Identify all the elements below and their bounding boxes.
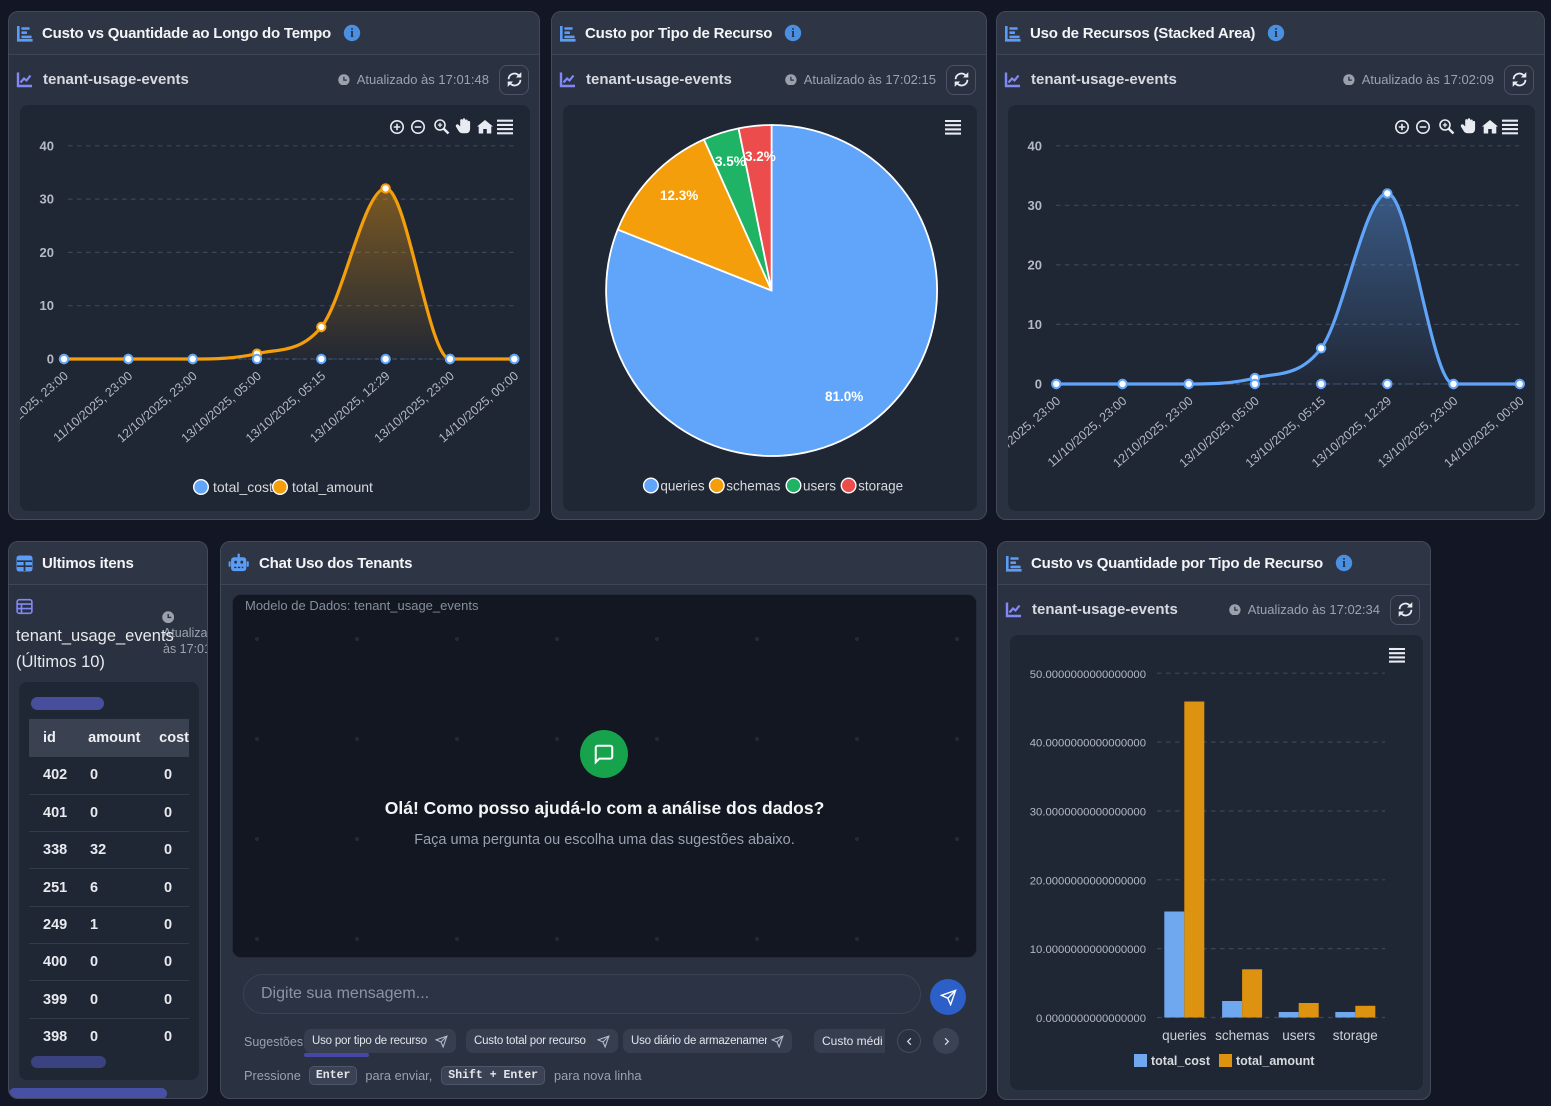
svg-text:users: users	[803, 479, 836, 494]
svg-text:queries: queries	[660, 479, 705, 494]
svg-text:3.2%: 3.2%	[745, 149, 776, 164]
svg-text:schemas: schemas	[1215, 1028, 1269, 1043]
svg-text:30: 30	[40, 192, 54, 207]
svg-text:30.0000000000000000: 30.0000000000000000	[1030, 807, 1146, 819]
svg-text:12.3%: 12.3%	[660, 188, 698, 203]
svg-text:0.0000000000000000: 0.0000000000000000	[1036, 1013, 1146, 1025]
svg-text:30: 30	[1028, 198, 1042, 213]
svg-text:0: 0	[47, 352, 54, 367]
svg-text:40: 40	[1028, 138, 1042, 153]
svg-text:20.0000000000000000: 20.0000000000000000	[1030, 875, 1146, 887]
svg-text:storage: storage	[1333, 1028, 1378, 1043]
svg-text:40: 40	[40, 138, 54, 153]
svg-text:i: i	[1274, 26, 1278, 40]
svg-text:total_cost: total_cost	[1151, 1054, 1211, 1068]
svg-text:total_amount: total_amount	[1236, 1054, 1315, 1068]
svg-text:i: i	[1342, 556, 1346, 570]
svg-text:40.0000000000000000: 40.0000000000000000	[1030, 738, 1146, 750]
svg-text:20: 20	[1028, 257, 1042, 272]
svg-text:total_cost: total_cost	[213, 479, 273, 495]
svg-text:50.0000000000000000: 50.0000000000000000	[1030, 669, 1146, 681]
svg-text:users: users	[1282, 1028, 1315, 1043]
svg-text:3.5%: 3.5%	[715, 154, 746, 169]
svg-text:queries: queries	[1162, 1028, 1207, 1043]
svg-text:storage: storage	[858, 479, 903, 494]
svg-text:i: i	[792, 26, 796, 40]
svg-text:20: 20	[40, 245, 54, 260]
svg-text:10: 10	[40, 298, 54, 313]
svg-text:schemas: schemas	[726, 479, 780, 494]
svg-text:10.0000000000000000: 10.0000000000000000	[1030, 944, 1146, 956]
svg-text:total_amount: total_amount	[292, 479, 373, 495]
svg-text:i: i	[350, 26, 354, 40]
svg-text:0: 0	[1035, 377, 1042, 392]
svg-text:10: 10	[1028, 317, 1042, 332]
svg-text:81.0%: 81.0%	[825, 389, 863, 404]
